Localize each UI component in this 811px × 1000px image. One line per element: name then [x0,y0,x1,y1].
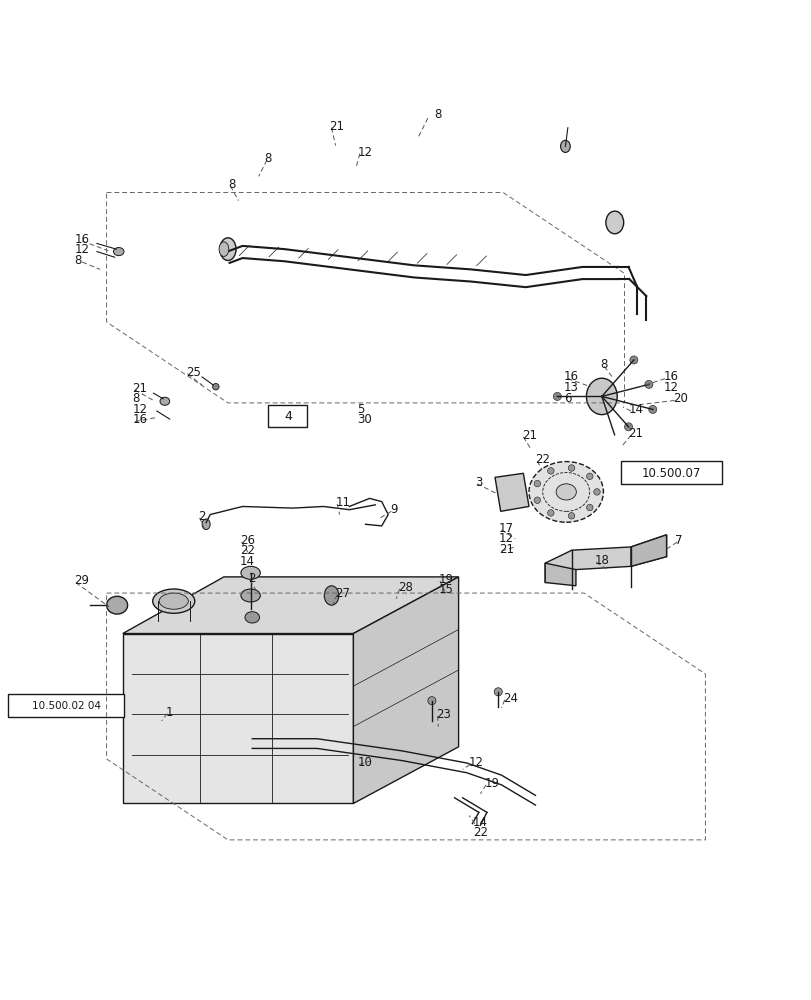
Text: 5: 5 [357,403,364,416]
Text: 18: 18 [594,554,609,567]
Text: 10.500.02 04: 10.500.02 04 [32,701,101,711]
Text: 19: 19 [438,573,453,586]
Text: 22: 22 [534,453,550,466]
Text: 10: 10 [357,756,372,769]
Text: 22: 22 [240,544,255,557]
Ellipse shape [245,612,260,623]
Text: 12: 12 [499,532,513,545]
Text: 21: 21 [132,382,148,395]
Circle shape [534,497,540,503]
Text: 29: 29 [74,574,89,587]
Text: 15: 15 [438,583,453,596]
FancyBboxPatch shape [8,694,124,717]
Polygon shape [544,563,575,586]
Text: 21: 21 [628,427,643,440]
Circle shape [629,356,637,364]
Circle shape [552,392,560,400]
Ellipse shape [219,242,229,256]
Text: 12: 12 [357,146,372,159]
Ellipse shape [528,462,603,522]
Circle shape [624,423,632,431]
Polygon shape [122,577,458,634]
Text: 16: 16 [663,370,677,383]
Polygon shape [630,535,666,566]
Circle shape [648,405,656,413]
Ellipse shape [586,378,616,415]
Ellipse shape [556,484,576,500]
Text: 16: 16 [74,233,89,246]
Text: 12: 12 [468,756,483,769]
Circle shape [644,380,652,388]
Circle shape [568,465,574,471]
Polygon shape [353,577,458,803]
Text: 8: 8 [264,152,272,165]
Text: 14: 14 [473,816,487,829]
Text: 26: 26 [240,534,255,547]
FancyBboxPatch shape [620,461,721,484]
Text: 11: 11 [335,496,350,509]
Text: 25: 25 [186,366,200,379]
Circle shape [547,510,553,516]
Text: 2: 2 [198,510,205,523]
Text: 8: 8 [74,254,81,267]
Text: 10.500.07: 10.500.07 [641,467,700,480]
Text: 12: 12 [74,243,89,256]
Text: 13: 13 [563,381,578,394]
Circle shape [534,480,540,487]
FancyBboxPatch shape [268,405,307,427]
Ellipse shape [241,589,260,602]
Polygon shape [544,535,666,583]
Ellipse shape [152,589,195,613]
Ellipse shape [560,140,569,152]
Ellipse shape [220,238,236,260]
Ellipse shape [241,566,260,579]
Text: 8: 8 [228,178,235,191]
Text: 8: 8 [599,358,607,371]
Ellipse shape [106,596,127,614]
Ellipse shape [202,519,210,530]
Text: 12: 12 [132,403,148,416]
Circle shape [427,697,436,705]
Circle shape [547,468,553,474]
Text: 9: 9 [389,503,397,516]
Text: 4: 4 [284,410,291,423]
Ellipse shape [212,383,219,390]
Text: 1: 1 [165,706,173,719]
Text: 21: 21 [499,543,513,556]
Circle shape [494,688,502,696]
Text: 8: 8 [434,108,441,121]
Ellipse shape [114,248,124,256]
Ellipse shape [160,397,169,405]
Text: 16: 16 [132,413,148,426]
Ellipse shape [605,211,623,234]
Text: 24: 24 [503,692,517,705]
Circle shape [586,473,592,480]
Text: 21: 21 [521,429,536,442]
Text: 27: 27 [335,587,350,600]
Text: 19: 19 [484,777,499,790]
Text: 17: 17 [499,522,513,535]
Text: 30: 30 [357,413,371,426]
Text: 7: 7 [675,534,682,547]
Circle shape [586,504,592,511]
Text: 6: 6 [563,392,571,405]
Text: 2: 2 [248,572,255,585]
Circle shape [568,513,574,519]
Circle shape [593,489,599,495]
Polygon shape [495,473,528,511]
Polygon shape [122,634,353,803]
Text: 21: 21 [328,120,344,133]
Text: 28: 28 [397,581,412,594]
Text: 14: 14 [628,403,643,416]
Ellipse shape [324,586,338,605]
Text: 16: 16 [563,370,578,383]
Text: 20: 20 [672,392,687,405]
Text: 12: 12 [663,381,677,394]
Text: 23: 23 [436,708,450,721]
Text: 14: 14 [240,555,255,568]
Text: 8: 8 [132,392,139,405]
Text: 22: 22 [473,826,487,839]
Text: 3: 3 [474,476,482,489]
Ellipse shape [159,593,188,609]
